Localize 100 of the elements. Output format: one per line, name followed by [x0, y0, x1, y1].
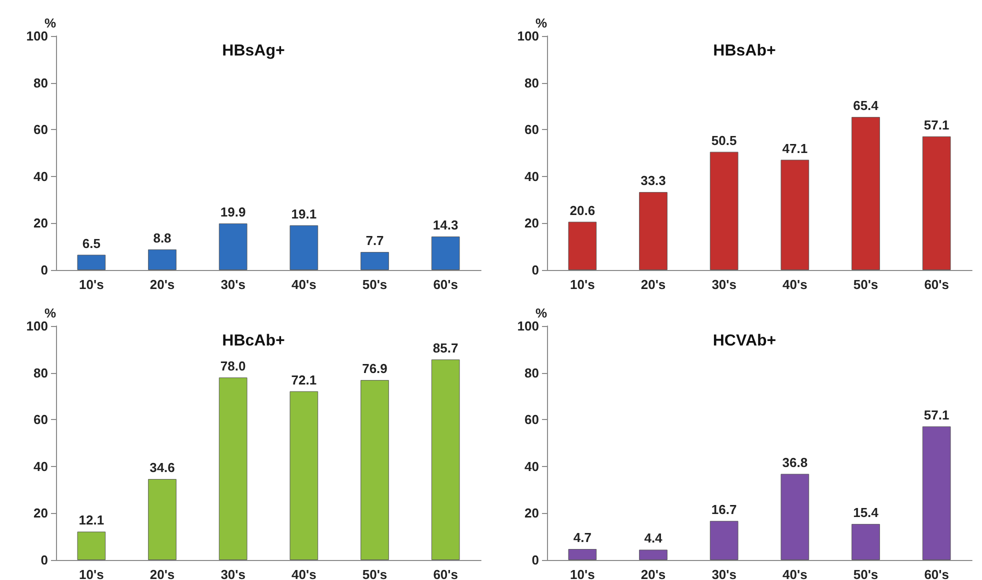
- y-tick-label: 40: [34, 458, 48, 474]
- data-label: 19.9: [220, 204, 246, 220]
- chart-title: HBsAb+: [713, 42, 776, 60]
- data-label: 34.6: [150, 460, 175, 476]
- y-tick-label: 0: [532, 262, 539, 278]
- x-tick-label: 40's: [782, 567, 808, 580]
- data-label: 65.4: [853, 98, 880, 113]
- data-label: 76.9: [362, 361, 388, 376]
- x-tick-label: 60's: [433, 277, 458, 292]
- y-tick-label: 80: [34, 365, 48, 380]
- y-tick-label: 100: [26, 28, 48, 44]
- data-label: 47.1: [782, 140, 808, 156]
- bar: [780, 160, 810, 270]
- data-label: 57.1: [924, 407, 950, 422]
- data-label: 16.7: [711, 502, 737, 517]
- bar: [710, 152, 738, 270]
- y-tick-label: 60: [524, 122, 539, 138]
- x-tick-label: 60's: [924, 567, 949, 580]
- x-tick-label: 30's: [712, 277, 736, 292]
- bar: [148, 249, 176, 270]
- bar: [290, 391, 318, 560]
- bar: [290, 225, 318, 270]
- x-tick-label: 10's: [570, 277, 595, 292]
- y-axis-title: %: [44, 306, 56, 321]
- bar: [639, 550, 668, 560]
- bar: [852, 524, 880, 560]
- x-tick-label: 30's: [220, 567, 246, 580]
- bar: [922, 426, 951, 560]
- data-label: 36.8: [782, 454, 808, 470]
- x-tick-label: 50's: [362, 277, 388, 292]
- bar: [431, 359, 460, 560]
- data-label: 57.1: [924, 117, 950, 132]
- data-label: 4.4: [644, 530, 664, 546]
- bar: [148, 479, 176, 560]
- y-tick-label: 60: [524, 412, 539, 428]
- x-tick-label: 20's: [150, 277, 175, 292]
- data-label: 33.3: [640, 173, 666, 188]
- bar: [852, 116, 880, 270]
- y-tick-label: 20: [524, 506, 539, 521]
- bar: [639, 192, 668, 270]
- bar: [77, 532, 106, 560]
- bar: [360, 380, 389, 560]
- y-tick-label: 100: [26, 318, 48, 334]
- x-tick-label: 20's: [640, 567, 666, 580]
- x-tick-label: 30's: [220, 277, 246, 292]
- x-tick-label: 30's: [712, 567, 736, 580]
- y-tick-label: 40: [34, 168, 48, 184]
- y-tick-label: 20: [34, 216, 48, 231]
- x-tick-label: 10's: [570, 567, 595, 580]
- data-label: 4.7: [573, 530, 592, 545]
- y-tick-label: 60: [34, 122, 48, 138]
- bar: [568, 222, 597, 270]
- x-tick-label: 50's: [362, 567, 388, 580]
- x-tick-label: 50's: [853, 567, 878, 580]
- data-label: 50.5: [711, 132, 737, 148]
- y-tick-label: 100: [517, 318, 539, 334]
- chart-title: HBsAg+: [222, 42, 285, 60]
- y-tick-label: 100: [517, 28, 539, 44]
- y-tick-label: 0: [40, 552, 48, 568]
- y-tick-label: 80: [34, 75, 48, 90]
- x-tick-label: 40's: [292, 277, 316, 292]
- data-label: 20.6: [570, 202, 596, 218]
- y-tick-label: 40: [524, 458, 539, 474]
- bar: [218, 377, 248, 560]
- y-tick-label: 20: [34, 506, 48, 521]
- data-label: 19.1: [291, 206, 317, 222]
- data-label: 7.7: [366, 232, 384, 248]
- y-axis-title: %: [535, 16, 548, 31]
- data-label: 78.0: [220, 358, 246, 374]
- x-tick-label: 10's: [79, 567, 104, 580]
- y-tick-label: 0: [40, 262, 48, 278]
- x-tick-label: 10's: [79, 277, 104, 292]
- bar: [360, 252, 389, 270]
- y-axis-title: %: [44, 16, 56, 31]
- data-label: 12.1: [78, 512, 104, 528]
- data-label: 6.5: [82, 236, 100, 251]
- x-tick-label: 40's: [292, 567, 316, 580]
- x-tick-label: 60's: [433, 567, 458, 580]
- x-tick-label: 50's: [853, 277, 878, 292]
- chart-title: HBcAb+: [222, 332, 285, 350]
- data-label: 85.7: [432, 340, 458, 356]
- bar: [780, 474, 810, 560]
- bar: [922, 136, 951, 270]
- x-tick-label: 60's: [924, 277, 949, 292]
- bar: [77, 254, 106, 270]
- x-tick-label: 20's: [640, 277, 666, 292]
- y-tick-label: 20: [524, 216, 539, 231]
- bar: [218, 223, 248, 270]
- x-tick-label: 40's: [782, 277, 808, 292]
- data-label: 14.3: [432, 218, 458, 233]
- y-tick-label: 0: [532, 552, 539, 568]
- data-label: 15.4: [853, 504, 880, 520]
- y-tick-label: 80: [524, 75, 539, 90]
- chart-title: HCVAb+: [712, 332, 776, 350]
- y-tick-label: 60: [34, 412, 48, 428]
- bar: [568, 549, 597, 560]
- y-axis-title: %: [535, 306, 548, 321]
- x-tick-label: 20's: [150, 567, 175, 580]
- data-label: 8.8: [153, 230, 172, 246]
- y-tick-label: 40: [524, 168, 539, 184]
